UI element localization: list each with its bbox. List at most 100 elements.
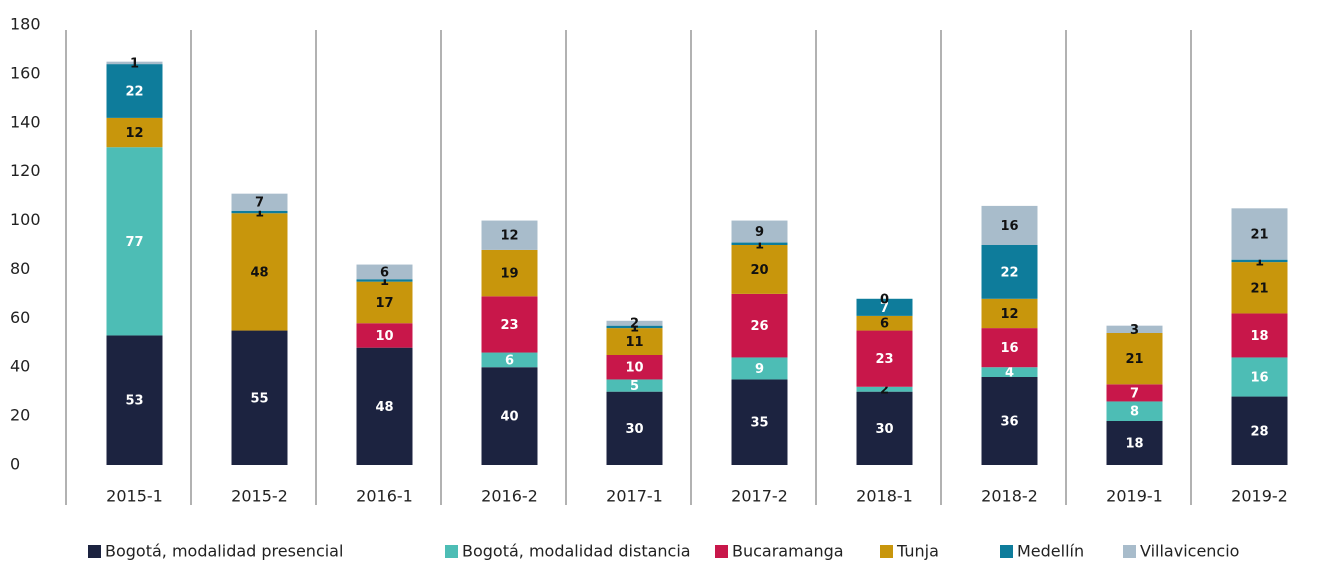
bar-segment	[606, 325, 663, 329]
legend-swatch	[88, 545, 101, 558]
legend-swatch	[1123, 545, 1136, 558]
bar-segment	[731, 357, 788, 380]
x-tick-label: 2019-1	[1106, 487, 1163, 506]
data-label: 6	[505, 353, 514, 368]
legend-label: Bogotá, modalidad presencial	[105, 542, 343, 561]
bar-segment	[106, 335, 163, 465]
bar-segment	[356, 347, 413, 465]
bar-segment	[856, 386, 913, 392]
data-label: 21	[1250, 281, 1268, 296]
bar-segment	[481, 367, 538, 465]
data-label: 53	[125, 394, 143, 409]
bar-segment	[481, 220, 538, 250]
data-label: 6	[880, 317, 889, 332]
legend-swatch	[1000, 545, 1013, 558]
x-tick-label: 2019-2	[1231, 487, 1288, 506]
x-tick-label: 2015-1	[106, 487, 163, 506]
data-label: 77	[125, 235, 143, 250]
data-label: 5	[630, 379, 639, 394]
bar-segment	[856, 315, 913, 331]
bar-segment	[731, 379, 788, 465]
bar-segment	[1231, 313, 1288, 358]
x-tick-label: 2018-2	[981, 487, 1038, 506]
bar-segment	[231, 193, 288, 211]
data-label: 30	[625, 422, 643, 437]
x-tick-label: 2016-2	[481, 487, 538, 506]
bar-segment	[1106, 384, 1163, 402]
y-tick-label: 180	[10, 15, 41, 34]
bar-segment	[481, 352, 538, 368]
data-label: 2	[880, 383, 889, 398]
bar-segment	[1106, 333, 1163, 385]
data-label: 12	[125, 126, 143, 141]
bar-segment	[606, 355, 663, 380]
bar-segment	[731, 245, 788, 294]
data-label: 12	[500, 229, 518, 244]
data-label: 48	[375, 400, 393, 415]
data-label: 7	[880, 301, 889, 316]
data-label: 16	[1250, 371, 1268, 386]
bar-segment	[606, 379, 663, 392]
bar-segment	[981, 245, 1038, 299]
bar-segment	[606, 320, 663, 326]
legend-swatch	[880, 545, 893, 558]
data-label: 8	[1130, 405, 1139, 420]
bar-segment	[731, 242, 788, 245]
x-tick-label: 2017-1	[606, 487, 663, 506]
y-tick-label: 20	[10, 406, 30, 425]
data-label: 36	[1000, 415, 1018, 430]
data-label: 40	[500, 410, 518, 425]
legend-label: Bogotá, modalidad distancia	[462, 542, 691, 561]
data-label: 7	[255, 196, 264, 211]
y-tick-label: 140	[10, 112, 41, 131]
bar-segment	[356, 264, 413, 280]
data-label: 3	[1130, 323, 1139, 338]
data-label: 9	[755, 362, 764, 377]
data-label: 26	[750, 319, 768, 334]
bar-segment	[106, 147, 163, 336]
data-label: 20	[750, 263, 768, 278]
data-label: 2	[630, 317, 639, 332]
x-tick-label: 2015-2	[231, 487, 288, 506]
bar-segment	[231, 213, 288, 331]
data-label: 16	[1000, 341, 1018, 356]
y-tick-label: 0	[10, 455, 20, 474]
bar-segment	[356, 323, 413, 348]
bar-segment	[1231, 262, 1288, 314]
bar-segment	[1106, 421, 1163, 465]
bar-segment	[231, 210, 288, 214]
data-label: 28	[1250, 424, 1268, 439]
data-label: 21	[1250, 228, 1268, 243]
data-label: 19	[500, 267, 518, 282]
bar-segment	[231, 330, 288, 465]
legend-label: Bucaramanga	[732, 542, 844, 561]
x-tick-label: 2017-2	[731, 487, 788, 506]
data-label: 1	[1255, 254, 1264, 269]
legend-swatch	[715, 545, 728, 558]
y-tick-label: 40	[10, 357, 30, 376]
data-label: 0	[880, 292, 889, 307]
data-label: 22	[125, 85, 143, 100]
bar-segment	[1231, 259, 1288, 263]
bar-segment	[856, 298, 913, 316]
data-label: 9	[755, 225, 764, 240]
legend-label: Villavicencio	[1140, 542, 1239, 561]
bar-segment	[606, 328, 663, 355]
bar-segment	[731, 220, 788, 243]
data-label: 6	[380, 265, 389, 280]
bar-segment	[106, 61, 163, 65]
data-label: 7	[1130, 386, 1139, 401]
bar-segment	[981, 367, 1038, 377]
bar-segment	[1231, 208, 1288, 260]
data-label: 1	[380, 274, 389, 289]
bar-segment	[481, 249, 538, 297]
bar-segment	[106, 117, 163, 148]
data-label: 10	[375, 329, 393, 344]
data-label: 23	[875, 352, 893, 367]
data-label: 12	[1000, 307, 1018, 322]
y-tick-label: 120	[10, 161, 41, 180]
data-label: 16	[1000, 219, 1018, 234]
bar-segment	[731, 293, 788, 358]
data-label: 1	[255, 206, 264, 221]
